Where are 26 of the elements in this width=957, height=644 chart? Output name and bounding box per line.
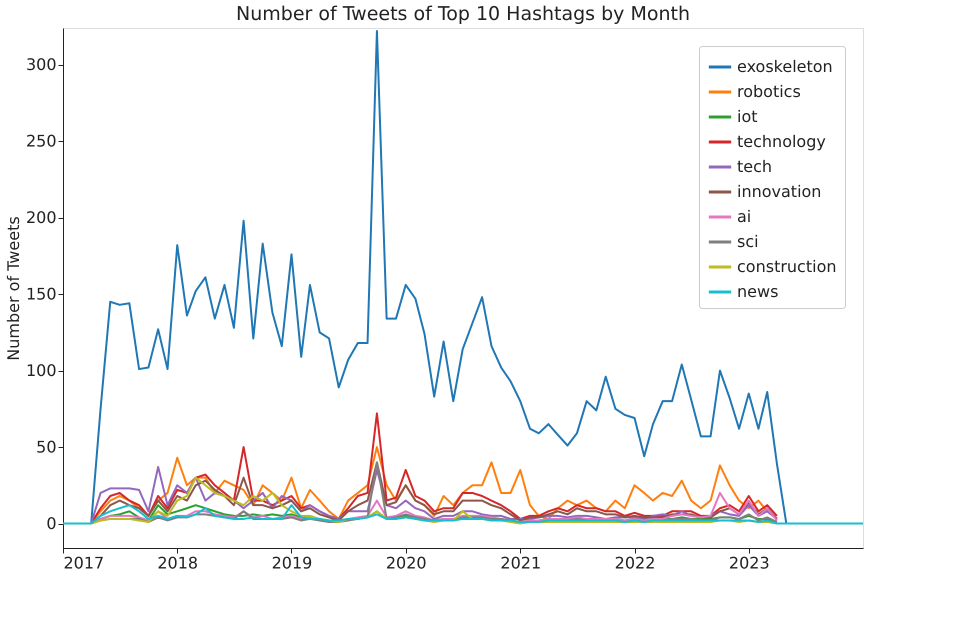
legend-label: robotics	[737, 82, 801, 101]
x-tick-label: 2019	[272, 554, 312, 572]
legend-label: tech	[737, 157, 772, 176]
legend-label: iot	[737, 107, 758, 126]
y-tick-label: 150	[26, 284, 56, 304]
y-tick-label: 100	[26, 361, 56, 380]
legend-label: news	[737, 282, 778, 301]
x-tick-label: 2017	[64, 554, 104, 572]
legend-label: sci	[737, 232, 759, 251]
y-tick-label: 200	[26, 208, 56, 228]
y-tick-label: 0	[46, 514, 56, 534]
y-tick-label: 50	[36, 438, 56, 457]
legend-label: exoskeleton	[737, 57, 833, 76]
legend-label: ai	[737, 207, 752, 226]
y-tick-label: 300	[26, 55, 56, 74]
x-tick-label: 2020	[386, 554, 427, 572]
x-tick-label: 2022	[614, 554, 656, 572]
y-tick-label: 250	[26, 132, 56, 151]
y-axis-title: Number of Tweets	[4, 216, 23, 361]
legend-label: technology	[737, 132, 826, 151]
x-tick-label: 2021	[500, 554, 542, 572]
legend-label: construction	[737, 257, 836, 276]
x-tick-label: 2023	[728, 554, 770, 572]
chart-title: Number of Tweets of Top 10 Hashtags by Month	[236, 3, 690, 25]
legend-label: innovation	[737, 182, 822, 201]
x-tick-label: 2018	[157, 554, 198, 572]
